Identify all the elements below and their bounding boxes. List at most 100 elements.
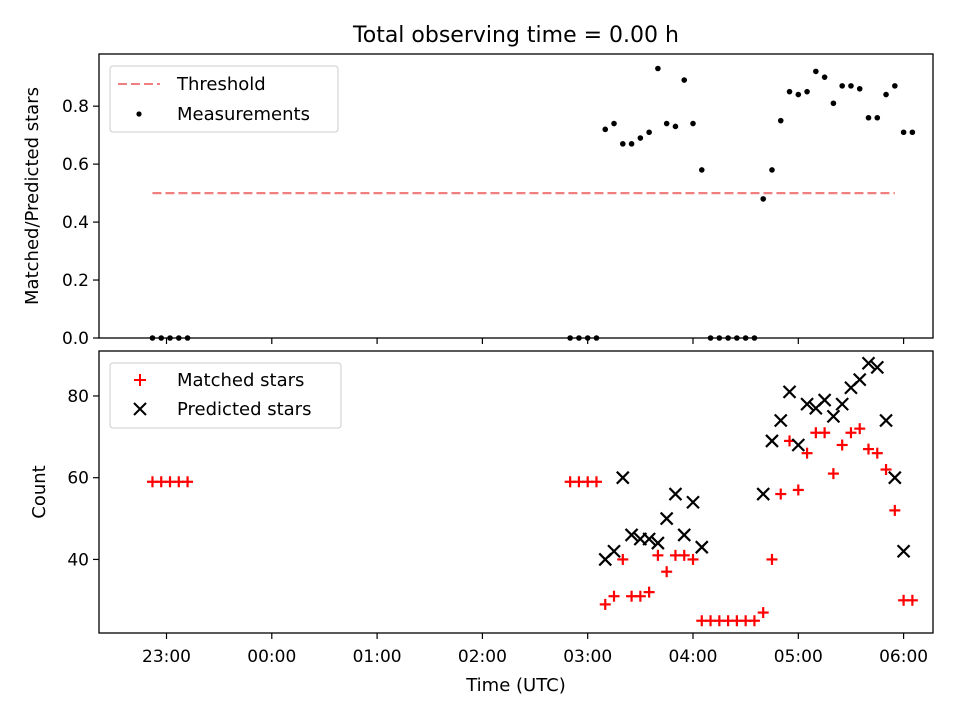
ratio-x-ticks	[165, 338, 905, 344]
x-tick-label: 01:00	[353, 647, 402, 667]
count-y-tick-label: 60	[67, 469, 89, 489]
x-tick-label: 06:00	[879, 647, 928, 667]
matched-star-point	[801, 447, 813, 459]
measurement-point	[655, 65, 661, 72]
legend-measurements-label: Measurements	[177, 104, 310, 125]
measurement-point	[663, 120, 670, 127]
predicted-marker-b	[879, 413, 893, 428]
predicted-marker-b	[651, 536, 665, 550]
ratio-legend-box	[109, 65, 339, 133]
predicted-star-point	[817, 393, 832, 407]
count-y-ticks: 40 60 80	[67, 387, 99, 570]
predicted-marker-b	[686, 495, 700, 509]
measurement-point	[795, 91, 802, 98]
matched-star-point	[643, 586, 655, 598]
measurement-point	[839, 83, 845, 89]
predicted-star-point	[651, 536, 665, 550]
predicted-marker-b	[852, 372, 867, 387]
matched-star-point	[652, 549, 664, 561]
matched-star-point	[182, 476, 194, 488]
measurement-point	[786, 88, 793, 95]
predicted-marker-b	[835, 397, 849, 411]
measurement-point	[628, 141, 635, 147]
predicted-star-point	[888, 470, 902, 485]
predicted-star-point	[773, 413, 788, 428]
matched-star-point	[775, 488, 787, 500]
measurement-point	[865, 114, 872, 121]
count-y-tick-label: 40	[67, 550, 89, 570]
matched-star-point	[871, 447, 883, 459]
legend-predicted-swatch	[133, 402, 147, 416]
x-tick-label: 04:00	[669, 647, 718, 667]
matched-star-point	[599, 598, 611, 610]
measurement-point	[848, 83, 854, 89]
count-series	[146, 356, 918, 627]
matched-star-point	[792, 484, 804, 496]
measurement-point	[672, 123, 679, 130]
predicted-marker-b	[677, 528, 692, 542]
matched-star-point	[608, 590, 620, 602]
count-plot-frame	[98, 350, 934, 634]
matched-star-point	[617, 553, 629, 565]
predicted-star-point	[677, 528, 692, 542]
ratio-y-tick-label: 0.6	[62, 155, 89, 175]
count-x-ticks: 23:00 00:00 01:00 02:00 03:00 04:00 05:00 06:00	[142, 633, 928, 667]
predicted-star-point	[686, 495, 700, 509]
x-tick-label: 03:00	[563, 647, 612, 667]
matched-star-point	[906, 594, 918, 606]
predicted-marker-b	[870, 360, 885, 375]
legend-predicted-label: Predicted stars	[177, 399, 311, 420]
predicted-marker-b	[888, 470, 902, 485]
measurement-point	[892, 83, 898, 89]
count-y-tick-label: 80	[67, 387, 89, 407]
predicted-star-point	[782, 385, 797, 399]
predicted-star-point	[870, 360, 885, 375]
predicted-star-point	[765, 434, 779, 448]
matched-star-point	[889, 504, 901, 516]
matched-star-point	[863, 443, 874, 455]
measurement-point	[830, 100, 837, 107]
ratio-y-tick-label: 0.2	[62, 271, 89, 291]
predicted-marker-b	[817, 393, 832, 407]
measurement-point	[821, 74, 828, 80]
matched-star-point	[634, 590, 646, 602]
predicted-marker-b	[826, 409, 841, 424]
matched-star-point	[748, 615, 760, 627]
ratio-y-axis-label: Matched/Predicted stars	[22, 87, 43, 305]
count-y-axis-label: Count	[29, 465, 50, 518]
count-legend-box	[109, 362, 342, 429]
ratio-panel: 0.00.20.40.60.8 Matched/Predicted stars …	[22, 53, 934, 349]
measurement-point	[602, 126, 609, 133]
ratio-y-tick-label: 0.4	[62, 213, 89, 233]
ratio-y-ticks: 0.0 0.2 0.4 0.6 0.8	[62, 97, 99, 349]
measurement-point	[681, 77, 688, 83]
predicted-star-point	[616, 470, 630, 485]
matched-star-point	[678, 549, 690, 561]
predicted-marker-b	[616, 470, 630, 485]
ratio-legend: Threshold Measurements	[109, 65, 339, 133]
measurement-point	[760, 196, 766, 202]
measurement-point	[909, 129, 916, 136]
predicted-star-point	[879, 413, 893, 428]
predicted-star-point	[861, 356, 876, 371]
matched-star-point	[827, 468, 839, 480]
predicted-star-point	[694, 540, 709, 554]
matched-star-point	[854, 423, 866, 435]
predicted-marker-b	[607, 544, 621, 559]
predicted-marker-b	[773, 413, 788, 428]
legend-matched-swatch	[134, 374, 146, 386]
measurement-point	[874, 114, 881, 121]
measurement-point	[646, 129, 652, 136]
predicted-marker-b	[800, 397, 814, 411]
measurement-point	[804, 88, 810, 95]
measurement-point	[813, 68, 819, 75]
count-panel: 40 60 80 23:00 00:00 01:00 02:00 03:00 04:00 05:…	[29, 350, 934, 696]
matched-star-point	[819, 427, 831, 439]
measurement-point	[690, 120, 696, 127]
measurement-point	[856, 85, 863, 92]
predicted-star-point	[800, 397, 814, 411]
matched-star-point	[766, 553, 778, 565]
predicted-marker-b	[624, 528, 639, 542]
predicted-star-point	[607, 544, 621, 559]
